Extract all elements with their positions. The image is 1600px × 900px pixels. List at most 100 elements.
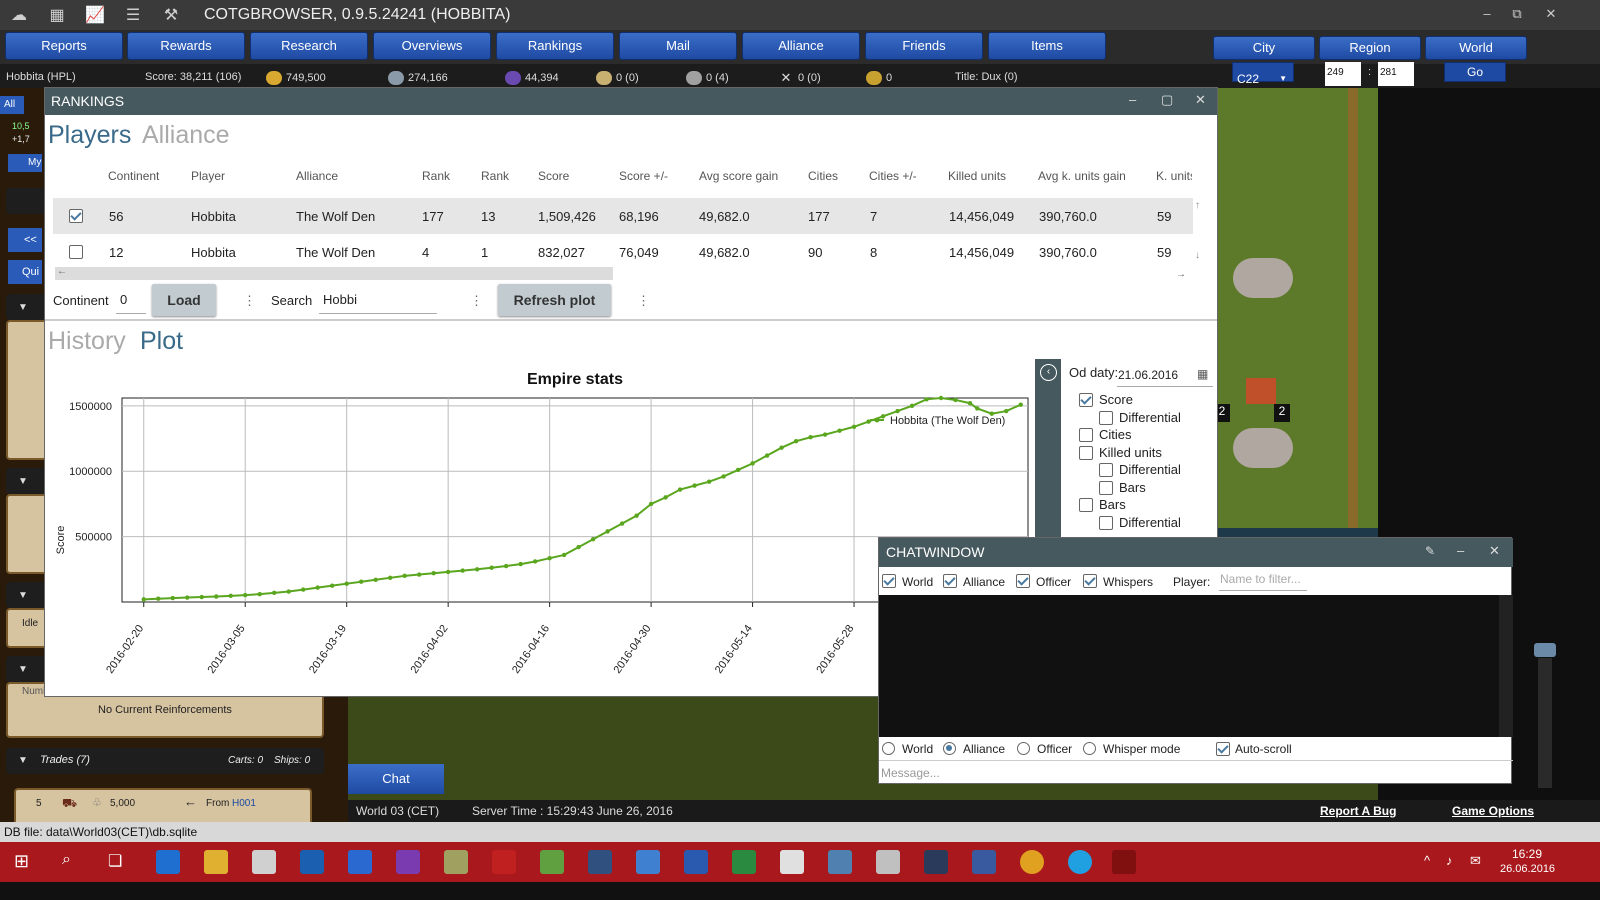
edge-icon[interactable] [156,850,180,874]
trade-from-link[interactable]: H001 [232,798,256,809]
rankings-minimize-icon[interactable]: – [1129,92,1137,107]
tab-history[interactable]: History [48,327,126,355]
trade-row[interactable]: 5 ⛟ ♧ 5,000 ← From H001 [14,788,312,828]
player-filter-input[interactable]: Name to filter... [1219,571,1307,591]
volume-icon[interactable]: ♪ [1446,853,1453,868]
nav-reports[interactable]: Reports [5,32,123,60]
date-input[interactable]: 21.06.2016 [1117,367,1213,387]
clock-time[interactable]: 16:29 [1512,847,1543,861]
col-score[interactable]: Score [538,169,570,183]
rankings-close-icon[interactable]: ✕ [1195,92,1206,107]
nav-research[interactable]: Research [250,32,368,60]
search-input[interactable]: Hobbi [319,288,437,314]
map-zoom-track[interactable] [1538,658,1552,788]
explorer-icon[interactable] [204,850,228,874]
chat-close-icon[interactable]: ✕ [1489,543,1500,558]
option-checkbox[interactable] [1079,445,1093,460]
close-button[interactable]: ✕ [1545,6,1557,21]
tab-all[interactable]: All [0,96,24,114]
nav-mail[interactable]: Mail [619,32,737,60]
broom-icon[interactable]: ⚒ [163,7,179,24]
option-checkbox[interactable] [1099,480,1113,495]
facebook-icon[interactable] [972,850,996,874]
filezilla-icon[interactable] [492,850,516,874]
col-cities-diff[interactable]: Cities +/- [869,169,917,183]
chat-mode-radio[interactable] [1017,742,1030,755]
chart-icon[interactable]: 📈 [85,7,105,24]
chat-mode-radio[interactable] [943,742,956,755]
task-view-icon[interactable]: ❏ [108,853,123,870]
map-city[interactable] [1246,378,1276,404]
nav-alliance[interactable]: Alliance [742,32,860,60]
go-button[interactable]: Go [1444,62,1506,82]
coord-y-input[interactable]: 281 [1378,62,1414,86]
excel-icon[interactable] [732,850,756,874]
windows-start-icon[interactable]: ⊞ [14,851,30,871]
row-checkbox[interactable] [69,209,83,223]
calculator-icon[interactable] [780,850,804,874]
chat-filter-checkbox[interactable] [1083,574,1097,588]
col-avg-score-gain[interactable]: Avg score gain [699,169,779,183]
col-k-units[interactable]: K. units [1156,169,1192,183]
col-avg-killed-gain[interactable]: Avg k. units gain [1038,169,1126,183]
option-checkbox[interactable] [1079,428,1093,442]
notepad-icon[interactable] [540,850,564,874]
calendar-icon[interactable]: ▦ [1197,367,1209,381]
option-checkbox[interactable] [1079,498,1093,512]
option-checkbox[interactable] [1099,410,1113,425]
network-icon[interactable] [348,850,372,874]
chat-filter-checkbox[interactable] [1016,574,1030,588]
col-cities[interactable]: Cities [808,169,839,183]
report-bug-link[interactable]: Report A Bug [1320,804,1397,818]
col-score-diff[interactable]: Score +/- [619,169,669,183]
option-checkbox[interactable] [1099,463,1113,477]
outlook-icon[interactable] [300,850,324,874]
col-rank[interactable]: Rank [422,169,451,183]
load-button[interactable]: Load [152,284,216,316]
tools-icon[interactable] [444,850,468,874]
grid-icon[interactable]: ▦ [49,7,65,24]
chat-messages[interactable] [879,595,1513,737]
tab-my[interactable]: My [8,154,42,172]
scroll-right-icon[interactable]: → [1176,269,1186,280]
snipping-icon[interactable] [876,850,900,874]
nav-overviews[interactable]: Overviews [373,32,491,60]
nav-rankings[interactable]: Rankings [496,32,614,60]
monitor-icon[interactable] [636,850,660,874]
remote-desktop-icon[interactable] [588,850,612,874]
search-icon[interactable]: ⌕ [62,851,71,868]
more-vert-icon[interactable]: ⋮ [470,293,483,308]
postgres-icon[interactable] [828,850,852,874]
minimize-button[interactable]: – [1483,6,1491,21]
more-vert-icon[interactable]: ⋮ [637,293,650,308]
col-rank-2[interactable]: Rank [481,169,510,183]
game-options-link[interactable]: Game Options [1452,804,1535,818]
tray-chevron-icon[interactable]: ^ [1424,853,1431,868]
chat-tab-button[interactable]: Chat [348,764,444,794]
chat-filter-checkbox[interactable] [882,574,896,588]
notification-icon[interactable]: ✉ [1470,853,1481,868]
map-rocks[interactable] [1233,428,1293,468]
col-continent[interactable]: Continent [108,169,160,183]
message-input[interactable]: Message... [879,760,1513,784]
tab-alliance[interactable]: Alliance [142,121,230,149]
col-player[interactable]: Player [191,169,226,183]
table-h-scrollbar[interactable]: ← [55,266,613,280]
nav-friends[interactable]: Friends [865,32,983,60]
quick-button[interactable]: Qui [8,260,42,284]
autoscroll-checkbox[interactable] [1216,742,1230,756]
trades-header[interactable]: ▼ Trades (7) Carts: 0 Ships: 0 [6,748,324,774]
col-alliance[interactable]: Alliance [296,169,339,183]
chat-filter-checkbox[interactable] [943,574,957,588]
chat-bubble-icon[interactable]: ☁ [11,7,27,24]
map-rocks[interactable] [1233,258,1293,298]
clock-date[interactable]: 26.06.2016 [1500,863,1556,875]
chat-scrollbar[interactable] [1499,595,1513,737]
refresh-plot-button[interactable]: Refresh plot [498,284,611,316]
option-checkbox[interactable] [1079,393,1093,407]
nav-items[interactable]: Items [988,32,1106,60]
chat-mode-radio[interactable] [882,742,895,755]
scroll-up-icon[interactable]: ↑ [1195,200,1200,211]
cotg-browser-icon[interactable] [1112,850,1136,874]
scroll-left-icon[interactable]: ← [57,266,67,277]
